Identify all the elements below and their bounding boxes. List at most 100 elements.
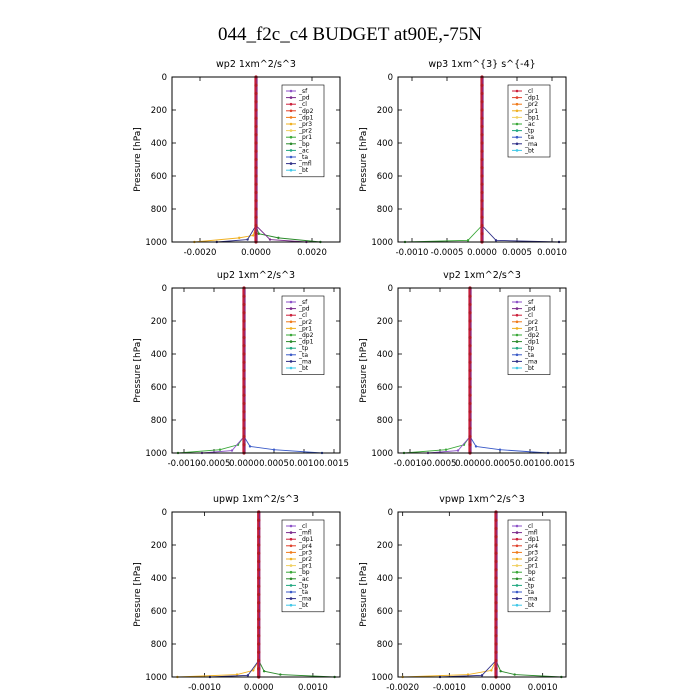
legend-marker: [289, 340, 293, 343]
y-tick-label: 0: [388, 284, 393, 294]
legend-marker: [515, 544, 519, 548]
panel-title: wp3 1xm^{3} s^{-4}: [428, 59, 535, 70]
legend-marker: [289, 135, 293, 139]
legend-marker: [515, 577, 519, 581]
series-point: [480, 166, 484, 170]
legend-marker: [289, 307, 293, 310]
series-line: [402, 660, 497, 678]
legend-box: [507, 84, 551, 158]
legend-label: _ac: [524, 121, 535, 128]
x-tick-label: 0.0010: [289, 459, 319, 469]
series-point: [242, 377, 246, 381]
x-tick-label: -0.0010: [394, 459, 427, 469]
x-tick-label: 0.0000: [244, 683, 274, 693]
legend-label: _mfl: [298, 161, 312, 168]
series-point: [494, 667, 498, 671]
legend-label: _pr2: [298, 556, 312, 563]
legend-marker: [515, 360, 519, 363]
panel-title: upwp 1xm^2/s^3: [213, 494, 299, 505]
legend: _sf_pd_cl_pr2_pr1_dp2_dp1_tp_ta_ma_bt: [507, 295, 551, 375]
legend-marker: [515, 122, 519, 126]
y-tick-label: 400: [151, 574, 167, 584]
chart-panel-6: vpwp 1xm^2/s^3 Pressure [hPa] 0 200 400 600 80…: [359, 494, 567, 693]
series-point: [246, 238, 249, 241]
legend-marker: [515, 320, 519, 324]
legend-marker: [289, 168, 293, 172]
series-point: [466, 239, 470, 242]
series-point: [254, 157, 258, 162]
series-point: [494, 609, 498, 613]
legend-marker: [515, 96, 519, 99]
y-tick-label: 800: [151, 640, 167, 650]
series-point: [257, 526, 261, 531]
x-tick-label: 0.0005: [485, 459, 515, 469]
series-point: [279, 673, 282, 676]
legend-label: _sf: [298, 299, 308, 306]
y-tick-label: 200: [151, 541, 167, 551]
series-point: [480, 141, 484, 145]
series-point: [242, 311, 246, 315]
legend-marker: [515, 570, 519, 574]
y-tick-label: 400: [151, 350, 167, 360]
series-point: [254, 182, 258, 186]
legend-marker: [515, 89, 519, 93]
series-point: [494, 642, 498, 646]
series-point: [242, 352, 246, 356]
legend-marker: [289, 531, 293, 534]
legend-label: _pr1: [298, 325, 312, 332]
legend-label: _bt: [298, 167, 309, 174]
legend-marker: [289, 524, 293, 528]
x-tick-label: -0.0020: [184, 248, 217, 258]
legend-label: _tp: [524, 582, 534, 589]
legend-marker: [289, 603, 293, 607]
legend-marker: [289, 333, 293, 337]
series-point: [257, 642, 261, 646]
legend-label: _dp2: [298, 332, 314, 339]
series-point: [277, 236, 280, 240]
y-tick-label: 600: [151, 383, 167, 393]
series-point: [468, 302, 472, 307]
series-point: [513, 673, 516, 676]
legend: _cl_mfl_dp1_pr4_pr3_pr2_pr1_bp_ac_tp_ta_…: [281, 519, 325, 613]
legend-marker: [515, 557, 519, 561]
y-tick-label: 1000: [371, 449, 393, 459]
series-point: [480, 83, 484, 87]
legend-marker: [289, 360, 293, 363]
series-point: [254, 124, 258, 129]
legend-label: _cl: [524, 88, 533, 95]
plot-frame: [397, 287, 567, 454]
series-point: [257, 601, 261, 605]
series-point: [254, 223, 258, 228]
legend-label: _ac: [298, 147, 309, 154]
series-point: [474, 445, 478, 448]
series-point: [254, 100, 258, 104]
series-point: [468, 410, 472, 414]
series-point: [242, 401, 246, 406]
series-point: [257, 232, 260, 235]
series-point: [230, 449, 234, 452]
x-tick-label: 0.0000: [481, 683, 511, 693]
series-point: [494, 576, 498, 580]
series-point: [444, 448, 448, 451]
series-line: [258, 660, 335, 678]
y-tick-label: 400: [377, 574, 393, 584]
legend-label: _cl: [298, 312, 307, 319]
legend-marker: [515, 300, 519, 304]
legend-marker: [289, 116, 293, 119]
series-point: [468, 319, 472, 323]
legend-label: _ta: [524, 134, 534, 141]
legend-marker: [515, 142, 519, 146]
series-point: [254, 166, 258, 170]
y-tick-label: 1000: [371, 673, 393, 683]
series-point: [262, 670, 266, 673]
series-point: [257, 559, 261, 564]
legend-label: _tp: [524, 128, 534, 135]
series-point: [494, 568, 498, 572]
legend-marker: [289, 149, 293, 152]
series-point: [468, 434, 472, 439]
series-point: [494, 584, 498, 588]
legend-marker: [515, 129, 519, 132]
legend-marker: [515, 116, 519, 119]
series-point: [257, 584, 261, 588]
legend-label: _ta: [298, 352, 308, 359]
